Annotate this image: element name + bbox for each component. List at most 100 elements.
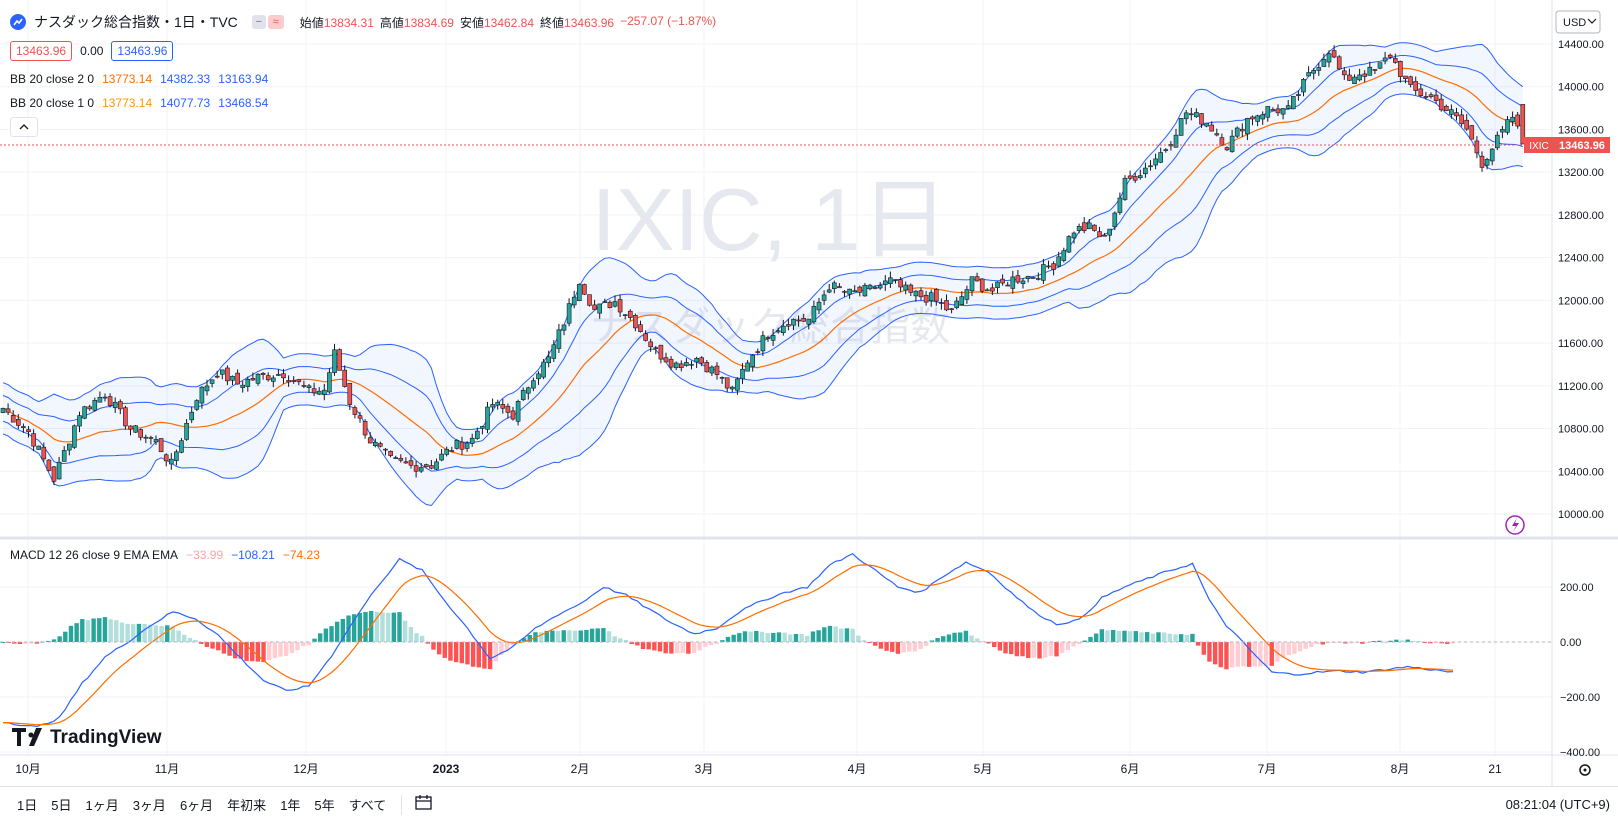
macd-hist-bar <box>374 611 380 642</box>
candle-body <box>949 308 954 310</box>
timeframe-1y[interactable]: 1年 <box>280 798 301 813</box>
clock-display[interactable]: 08:21:04 (UTC+9) <box>1505 797 1610 812</box>
macd-hist-bar <box>102 617 108 642</box>
candle-body <box>179 440 184 453</box>
timeframe-5y[interactable]: 5年 <box>314 798 335 813</box>
candle-body <box>1163 149 1169 151</box>
timeframe-all[interactable]: すべて <box>348 798 387 813</box>
macd-hist-bar <box>385 612 391 642</box>
candle <box>1214 128 1220 137</box>
macd-hist-bar <box>165 625 170 642</box>
candle <box>209 379 215 388</box>
candle <box>240 381 245 393</box>
candle <box>770 329 776 347</box>
bb2-legend[interactable]: BB 20 close 2 0 13773.14 14382.33 13163.… <box>10 72 268 86</box>
candle <box>852 285 858 293</box>
candle <box>1316 62 1322 76</box>
timeframe-1d[interactable]: 1日 <box>17 798 38 813</box>
candle <box>1296 90 1301 101</box>
candle-body <box>1316 67 1322 71</box>
ask-button[interactable]: 13463.96 <box>111 41 174 61</box>
timeframe-1m[interactable]: 1ヶ月 <box>85 798 119 813</box>
macd-hist-bar <box>980 640 986 642</box>
signal-line <box>3 564 1454 726</box>
candle-body <box>383 448 388 451</box>
candle-body <box>321 389 327 395</box>
macd-hist-bar <box>867 642 872 643</box>
candle-body <box>1469 125 1475 140</box>
price-axis[interactable]: 14400.00 14000.00 13600.00 13200.00 12800.00… <box>1558 39 1604 521</box>
timeframe-3m[interactable]: 3ヶ月 <box>132 798 166 813</box>
macd-hist-bar <box>1071 642 1076 647</box>
axis-settings-icon[interactable] <box>1579 764 1591 776</box>
currency-button[interactable]: USD <box>1555 10 1601 34</box>
bb1-legend[interactable]: BB 20 close 1 0 13773.14 14077.73 13468.… <box>10 96 268 110</box>
bottom-toolbar: 1日 5日 1ヶ月 3ヶ月 6ヶ月 年初来 1年 5年 すべて 08:21:04… <box>0 786 1618 822</box>
candle-body <box>260 372 266 375</box>
date-range-icon[interactable] <box>414 793 434 816</box>
timeframe-ytd[interactable]: 年初来 <box>227 798 267 813</box>
chevron-up-icon <box>19 124 29 130</box>
candle <box>1127 170 1133 180</box>
symbol-title[interactable]: ナスダック総合指数・1日・TVC <box>34 14 238 30</box>
candle-body <box>684 362 689 366</box>
candle-body <box>1061 250 1067 261</box>
candle-body <box>214 375 220 378</box>
macd-hist-bar <box>572 630 578 642</box>
lightning-icon[interactable] <box>1505 515 1525 535</box>
candle <box>337 348 342 371</box>
candle-body <box>1158 152 1163 163</box>
candle <box>56 456 62 480</box>
macd-axis[interactable]: 200.00 0.00 −200.00 −400.00 <box>1560 582 1600 759</box>
candle <box>316 387 322 396</box>
candle-body <box>10 415 16 423</box>
candle-body <box>1041 264 1046 281</box>
candle-body <box>449 450 455 452</box>
candle <box>260 372 266 380</box>
macd-hist-bar <box>1173 634 1178 642</box>
collapse-legend-button[interactable] <box>10 117 38 137</box>
candle <box>225 365 230 386</box>
candle <box>903 281 909 295</box>
macd-hist-bar <box>136 623 142 642</box>
candle-body <box>1311 70 1316 74</box>
candle-body <box>296 379 302 383</box>
ohlc-values: 始値13834.31 高値13834.69 安値13462.84 終値13463… <box>299 13 717 30</box>
candle-body <box>791 318 796 326</box>
macd-hist-bar <box>51 639 57 642</box>
candle <box>143 434 149 444</box>
time-axis[interactable]: 10月 11月 12月 2023 2月 3月 4月 5月 6月 7月 8月 21 <box>15 762 1502 776</box>
candle-body <box>816 301 822 311</box>
candle <box>408 455 414 469</box>
candle <box>964 285 970 304</box>
candle-body <box>1296 94 1301 96</box>
bid-button[interactable]: 13463.96 <box>10 41 73 61</box>
candle <box>31 429 36 452</box>
macd-hist-bar <box>487 642 493 670</box>
candle <box>1285 100 1291 110</box>
candle-body <box>485 406 490 430</box>
candle <box>250 372 256 381</box>
candle <box>327 368 332 394</box>
candle <box>571 290 577 309</box>
symbol-icon[interactable] <box>10 14 26 30</box>
candle-body <box>1056 256 1061 267</box>
candle-body <box>1495 134 1500 149</box>
macd-legend[interactable]: MACD 12 26 close 9 EMA EMA −33.99 −108.2… <box>10 548 320 562</box>
macd-hist-bar <box>448 642 453 661</box>
candle <box>597 303 603 319</box>
candle-body <box>556 329 562 349</box>
macd-hist-bar <box>731 634 736 642</box>
candle-body <box>311 388 317 394</box>
candle <box>128 425 133 436</box>
macd-hist-bar <box>958 632 963 642</box>
candle-body <box>1347 74 1352 81</box>
candle <box>398 454 404 463</box>
macd-hist-bar <box>1116 630 1122 642</box>
timeframe-5d[interactable]: 5日 <box>51 798 72 813</box>
bid-ask-row: 13463.96 0.00 13463.96 <box>10 41 174 61</box>
timeframe-6m[interactable]: 6ヶ月 <box>179 798 214 813</box>
candle <box>974 272 980 282</box>
compare-icon[interactable]: − ≈ <box>251 15 284 29</box>
